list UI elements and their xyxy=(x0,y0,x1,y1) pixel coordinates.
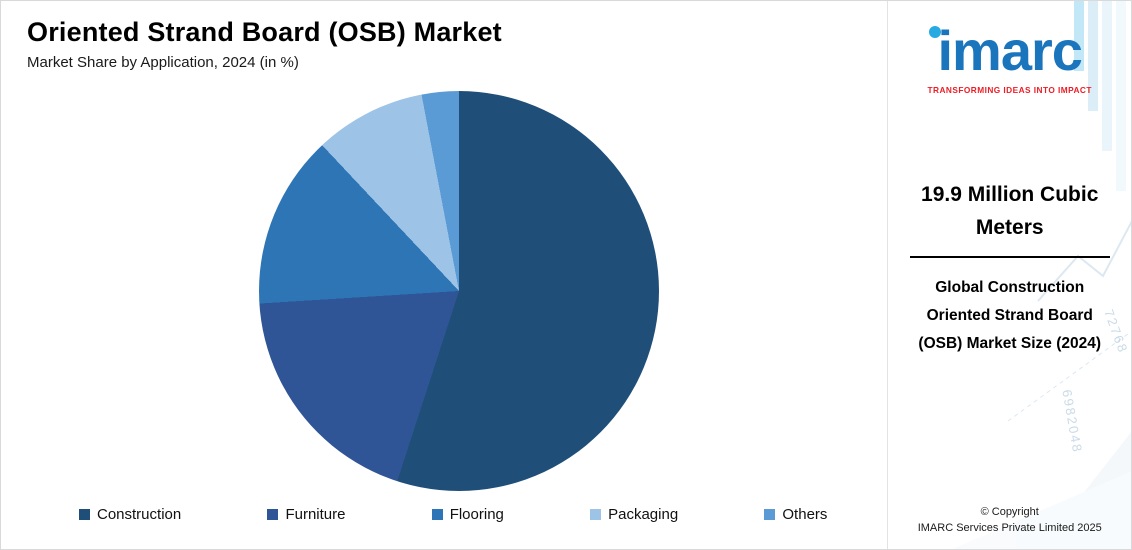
legend-label: Furniture xyxy=(285,506,346,523)
copyright-line-2: IMARC Services Private Limited 2025 xyxy=(917,522,1102,535)
copyright-line-1: © Copyright xyxy=(980,506,1039,519)
chart-legend: Construction Furniture Flooring Packaging Ot… xyxy=(1,506,887,523)
legend-swatch-icon xyxy=(79,509,90,520)
imarc-logo: imarc TRANSFORMING IDEAS INTO IMPACT xyxy=(927,19,1092,96)
legend-label: Flooring xyxy=(449,506,504,523)
legend-item-flooring: Flooring xyxy=(431,506,504,523)
legend-item-packaging: Packaging xyxy=(590,506,678,523)
decor-number-1: 6982048 xyxy=(1059,388,1086,455)
legend-swatch-icon xyxy=(764,509,776,520)
market-size-value: 19.9 Million Cubic Meters xyxy=(921,183,1099,239)
info-panel: 6982048 72768 imarc TRANSFORMING IDEAS I… xyxy=(887,1,1131,549)
chart-area: Oriented Strand Board (OSB) Market Marke… xyxy=(1,1,887,549)
legend-label: Packaging xyxy=(608,506,679,523)
imarc-logo-dot-icon xyxy=(928,26,941,38)
imarc-tagline: TRANSFORMING IDEAS INTO IMPACT xyxy=(927,85,1092,95)
legend-item-furniture: Furniture xyxy=(267,506,345,523)
stat-divider xyxy=(909,256,1110,259)
legend-item-others: Others xyxy=(764,506,827,523)
legend-label: Others xyxy=(782,506,828,523)
legend-item-construction: Construction xyxy=(79,506,181,523)
page-title: Oriented Strand Board (OSB) Market xyxy=(27,17,502,47)
legend-swatch-icon xyxy=(590,509,602,520)
page-subtitle: Market Share by Application, 2024 (in %) xyxy=(27,54,299,71)
legend-label: Construction xyxy=(97,506,182,523)
legend-swatch-icon xyxy=(431,509,443,520)
pie-chart xyxy=(259,91,659,491)
copyright: © Copyright IMARC Services Private Limit… xyxy=(888,505,1131,537)
market-size-block: 19.9 Million Cubic Meters Global Constru… xyxy=(904,179,1116,358)
legend-swatch-icon xyxy=(267,509,279,520)
imarc-logo-text: imarc xyxy=(937,19,1082,82)
pie-chart-container xyxy=(259,91,659,491)
market-size-label: Global Construction Oriented Strand Boar… xyxy=(918,279,1102,352)
